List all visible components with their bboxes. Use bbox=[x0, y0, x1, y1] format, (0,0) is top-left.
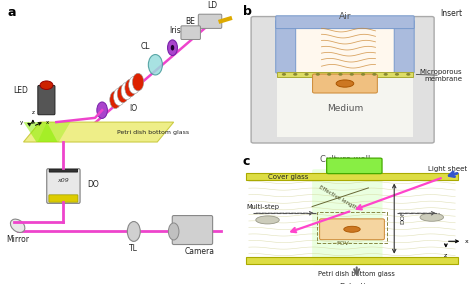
Circle shape bbox=[361, 73, 365, 76]
Ellipse shape bbox=[128, 76, 140, 94]
Ellipse shape bbox=[168, 223, 179, 240]
Text: Microporous
membrane: Microporous membrane bbox=[419, 69, 462, 82]
Text: Multi-step: Multi-step bbox=[246, 204, 279, 210]
Text: LD: LD bbox=[207, 1, 218, 10]
FancyBboxPatch shape bbox=[294, 28, 395, 72]
Polygon shape bbox=[37, 122, 71, 142]
Text: LED: LED bbox=[13, 86, 28, 95]
FancyBboxPatch shape bbox=[277, 72, 413, 77]
Text: c: c bbox=[243, 154, 250, 168]
Text: CL: CL bbox=[141, 42, 150, 51]
FancyBboxPatch shape bbox=[319, 219, 384, 240]
Ellipse shape bbox=[121, 82, 132, 100]
Ellipse shape bbox=[128, 222, 140, 241]
Text: DOF: DOF bbox=[400, 210, 405, 224]
FancyBboxPatch shape bbox=[49, 169, 78, 172]
Ellipse shape bbox=[420, 213, 444, 221]
Ellipse shape bbox=[97, 102, 108, 118]
Text: Petri dish bottom glass: Petri dish bottom glass bbox=[318, 271, 395, 277]
Ellipse shape bbox=[168, 40, 177, 55]
Text: LED: LED bbox=[345, 161, 364, 170]
Text: Effective length: Effective length bbox=[318, 184, 358, 210]
Text: x: x bbox=[46, 120, 49, 125]
Ellipse shape bbox=[344, 226, 360, 232]
Text: Air: Air bbox=[339, 12, 351, 21]
Text: DO: DO bbox=[87, 180, 99, 189]
Circle shape bbox=[406, 73, 410, 76]
Circle shape bbox=[395, 73, 399, 76]
FancyBboxPatch shape bbox=[327, 158, 382, 174]
FancyBboxPatch shape bbox=[246, 173, 457, 180]
FancyBboxPatch shape bbox=[49, 195, 78, 202]
Ellipse shape bbox=[114, 88, 125, 106]
Circle shape bbox=[338, 73, 343, 76]
Ellipse shape bbox=[132, 73, 144, 91]
Text: Cover glass: Cover glass bbox=[267, 174, 308, 179]
Text: Medium: Medium bbox=[327, 104, 363, 113]
Ellipse shape bbox=[171, 45, 174, 51]
Text: z: z bbox=[32, 110, 35, 115]
Polygon shape bbox=[24, 122, 57, 142]
FancyBboxPatch shape bbox=[251, 16, 434, 143]
Ellipse shape bbox=[110, 91, 121, 108]
Circle shape bbox=[383, 73, 388, 76]
Text: b: b bbox=[243, 5, 252, 18]
Ellipse shape bbox=[40, 81, 53, 89]
FancyBboxPatch shape bbox=[312, 74, 377, 93]
FancyBboxPatch shape bbox=[276, 20, 296, 73]
FancyBboxPatch shape bbox=[38, 85, 55, 115]
Ellipse shape bbox=[118, 85, 128, 103]
Circle shape bbox=[350, 73, 354, 76]
Text: y: y bbox=[20, 120, 24, 125]
Ellipse shape bbox=[336, 80, 354, 87]
Text: Mirror: Mirror bbox=[6, 235, 29, 244]
Text: a: a bbox=[7, 6, 16, 19]
Bar bbox=[317, 212, 387, 243]
Text: x: x bbox=[465, 239, 469, 244]
FancyBboxPatch shape bbox=[172, 216, 213, 245]
Circle shape bbox=[316, 73, 320, 76]
Circle shape bbox=[327, 73, 331, 76]
Ellipse shape bbox=[10, 219, 25, 232]
FancyBboxPatch shape bbox=[181, 26, 201, 39]
Text: BE: BE bbox=[185, 16, 195, 26]
Circle shape bbox=[293, 73, 297, 76]
Ellipse shape bbox=[125, 79, 136, 97]
Text: Iris: Iris bbox=[169, 26, 181, 36]
Text: Insert: Insert bbox=[440, 9, 462, 18]
Text: z: z bbox=[444, 253, 447, 258]
Text: Petri dish bottom glass: Petri dish bottom glass bbox=[118, 130, 190, 135]
FancyBboxPatch shape bbox=[394, 20, 414, 73]
Text: Camera: Camera bbox=[184, 247, 214, 256]
Ellipse shape bbox=[148, 55, 163, 75]
FancyBboxPatch shape bbox=[198, 14, 222, 28]
Text: TL: TL bbox=[129, 244, 138, 253]
Polygon shape bbox=[24, 122, 173, 142]
Text: Light sheet: Light sheet bbox=[428, 166, 467, 172]
Circle shape bbox=[372, 73, 376, 76]
Text: FOV: FOV bbox=[336, 241, 349, 246]
Circle shape bbox=[304, 73, 309, 76]
FancyBboxPatch shape bbox=[276, 16, 414, 29]
Text: Culture well: Culture well bbox=[320, 155, 370, 164]
FancyBboxPatch shape bbox=[47, 169, 80, 203]
Text: Detection: Detection bbox=[339, 283, 374, 284]
Text: x09: x09 bbox=[57, 178, 69, 183]
Circle shape bbox=[282, 73, 286, 76]
FancyBboxPatch shape bbox=[246, 257, 457, 264]
FancyBboxPatch shape bbox=[277, 29, 413, 137]
Text: IO: IO bbox=[129, 104, 137, 113]
FancyBboxPatch shape bbox=[312, 169, 383, 265]
Ellipse shape bbox=[256, 216, 279, 224]
